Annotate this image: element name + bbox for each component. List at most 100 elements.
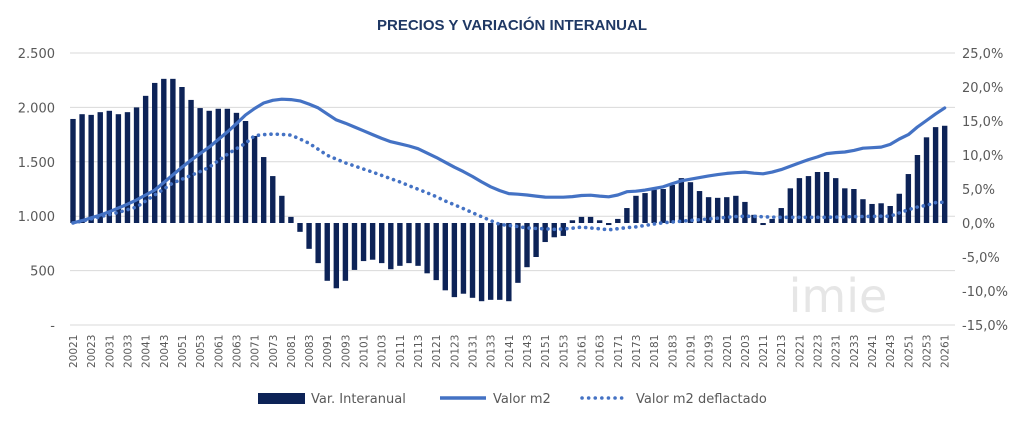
bar — [442, 223, 448, 291]
x-tick-label: 20031 — [104, 335, 116, 368]
bar — [179, 87, 185, 223]
bar — [869, 203, 875, 223]
bar — [905, 174, 912, 223]
x-tick-label: 20063 — [231, 335, 243, 368]
bar — [569, 220, 576, 223]
x-tick-label: 20231 — [831, 335, 843, 368]
x-tick-label: 20253 — [922, 335, 934, 368]
x-tick-label: 20141 — [504, 335, 516, 368]
bar — [742, 201, 748, 223]
right-tick-label: -10,0% — [962, 285, 1008, 300]
legend-label-var-interanual: Var. Interanual — [311, 392, 406, 407]
bar — [351, 223, 358, 270]
bar — [814, 172, 821, 223]
x-axis: 20021 20023 20031 20033 20041 20043 20051 20053… — [68, 335, 952, 368]
bar — [460, 223, 467, 294]
left-tick-label: 500 — [30, 265, 55, 280]
x-tick-label: 20171 — [613, 335, 625, 368]
x-tick-label: 20161 — [576, 335, 588, 368]
bar — [379, 223, 385, 264]
bar — [633, 195, 639, 223]
bar — [524, 223, 530, 268]
bar — [733, 195, 739, 223]
bar — [360, 223, 367, 262]
x-tick-label: 20261 — [940, 335, 952, 368]
right-tick-label: 5,0% — [962, 183, 995, 198]
bar — [142, 95, 149, 223]
x-tick-label: 20113 — [413, 335, 425, 368]
x-tick-label: 20111 — [395, 335, 407, 368]
x-tick-label: 20241 — [867, 335, 879, 368]
bar — [342, 223, 349, 281]
bar — [106, 110, 113, 223]
right-tick-label: 25,0% — [962, 47, 1003, 62]
bar — [306, 223, 312, 249]
x-tick-label: 20123 — [449, 335, 461, 368]
x-tick-label: 20041 — [141, 335, 153, 368]
legend-label-valor-m2: Valor m2 — [493, 392, 551, 407]
bar — [79, 114, 85, 223]
bar — [860, 199, 866, 223]
x-tick-label: 20061 — [213, 335, 225, 368]
bar — [297, 223, 303, 232]
x-tick-label: 20233 — [849, 335, 861, 368]
x-tick-label: 20191 — [685, 335, 697, 368]
bar — [415, 223, 421, 266]
bar — [533, 223, 539, 257]
bar — [469, 223, 476, 298]
bar — [696, 191, 703, 223]
bar — [279, 195, 285, 223]
bar — [170, 78, 176, 223]
bar — [115, 114, 122, 223]
bar — [497, 223, 503, 300]
bar — [923, 137, 930, 223]
bar — [506, 223, 512, 302]
bar — [687, 182, 694, 223]
x-tick-label: 20051 — [177, 335, 189, 368]
x-tick-label: 20151 — [540, 335, 552, 368]
left-tick-label: 2.500 — [18, 47, 55, 62]
bar — [932, 127, 939, 223]
left-tick-label: 2.000 — [18, 101, 55, 116]
bar — [941, 125, 948, 223]
x-tick-label: 20183 — [667, 335, 679, 368]
x-tick-label: 20083 — [304, 335, 316, 368]
x-tick-label: 20211 — [758, 335, 770, 368]
x-tick-label: 20223 — [813, 335, 825, 368]
bar — [914, 155, 921, 223]
bar — [896, 193, 902, 223]
x-tick-label: 20221 — [794, 335, 806, 368]
x-tick-label: 20163 — [595, 335, 607, 368]
lines — [71, 97, 947, 232]
bar — [315, 223, 321, 264]
x-tick-label: 20101 — [359, 335, 371, 368]
x-tick-label: 20043 — [159, 335, 171, 368]
x-tick-label: 20133 — [486, 335, 498, 368]
bar — [152, 82, 158, 223]
x-tick-label: 20021 — [68, 335, 80, 368]
bar — [260, 157, 267, 223]
bar — [197, 108, 203, 223]
bar — [887, 206, 893, 223]
x-tick-label: 20053 — [195, 335, 207, 368]
legend: Var. Interanual Valor m2 Valor m2 deflac… — [258, 392, 767, 407]
bar — [660, 189, 666, 223]
bar — [242, 121, 249, 223]
x-tick-label: 20093 — [340, 335, 352, 368]
left-tick-label: - — [50, 319, 55, 334]
left-tick-label: 1.500 — [18, 156, 55, 171]
bar — [842, 188, 848, 223]
legend-swatch-bar — [258, 393, 305, 404]
bar — [324, 223, 330, 281]
line-valor-m2 — [71, 97, 947, 225]
bar — [133, 107, 140, 223]
bar — [751, 214, 757, 223]
right-tick-label: -5,0% — [962, 251, 1000, 266]
left-tick-label: 1.000 — [18, 210, 55, 225]
bar — [270, 176, 276, 223]
bar — [651, 189, 657, 223]
bar — [487, 223, 494, 300]
x-tick-label: 20193 — [704, 335, 716, 368]
bar — [587, 216, 594, 223]
